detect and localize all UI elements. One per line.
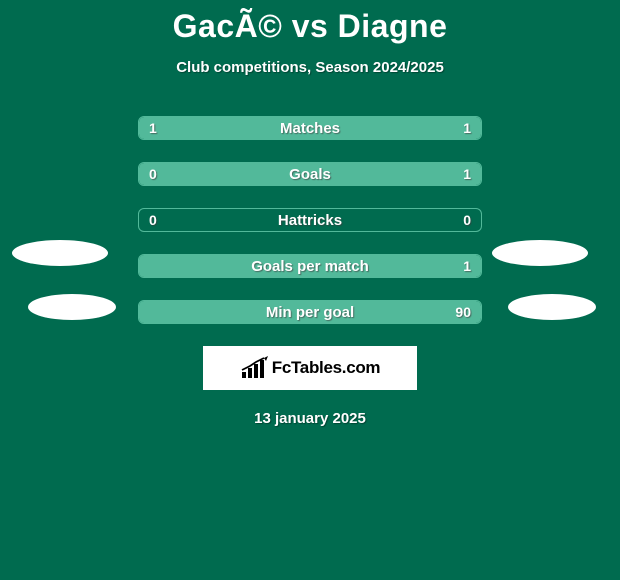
stat-value-right: 1 xyxy=(463,255,471,277)
stat-label: Goals xyxy=(139,163,481,185)
stats-area: 1Matches10Goals10Hattricks0Goals per mat… xyxy=(0,116,620,324)
date-text: 13 january 2025 xyxy=(0,410,620,427)
stat-label: Hattricks xyxy=(139,209,481,231)
logo-text: FcTables.com xyxy=(272,358,381,378)
stat-value-right: 0 xyxy=(463,209,471,231)
logo-bars-icon xyxy=(240,356,270,380)
stat-value-right: 90 xyxy=(455,301,471,323)
stat-value-right: 1 xyxy=(463,117,471,139)
stat-label: Goals per match xyxy=(139,255,481,277)
stat-row: 0Goals1 xyxy=(138,162,482,186)
stat-label: Matches xyxy=(139,117,481,139)
page-subtitle: Club competitions, Season 2024/2025 xyxy=(0,59,620,76)
stat-label: Min per goal xyxy=(139,301,481,323)
page-title: GacÃ© vs Diagne xyxy=(0,0,620,45)
stat-value-right: 1 xyxy=(463,163,471,185)
logo-box: FcTables.com xyxy=(203,346,417,390)
stat-row: 0Hattricks0 xyxy=(138,208,482,232)
player-right-ellipse-2 xyxy=(508,294,596,320)
player-left-ellipse-2 xyxy=(28,294,116,320)
player-left-ellipse-1 xyxy=(12,240,108,266)
stat-row: Goals per match1 xyxy=(138,254,482,278)
page-root: GacÃ© vs Diagne Club competitions, Seaso… xyxy=(0,0,620,580)
stat-row: Min per goal90 xyxy=(138,300,482,324)
stat-rows-container: 1Matches10Goals10Hattricks0Goals per mat… xyxy=(0,116,620,324)
player-right-ellipse-1 xyxy=(492,240,588,266)
stat-row: 1Matches1 xyxy=(138,116,482,140)
